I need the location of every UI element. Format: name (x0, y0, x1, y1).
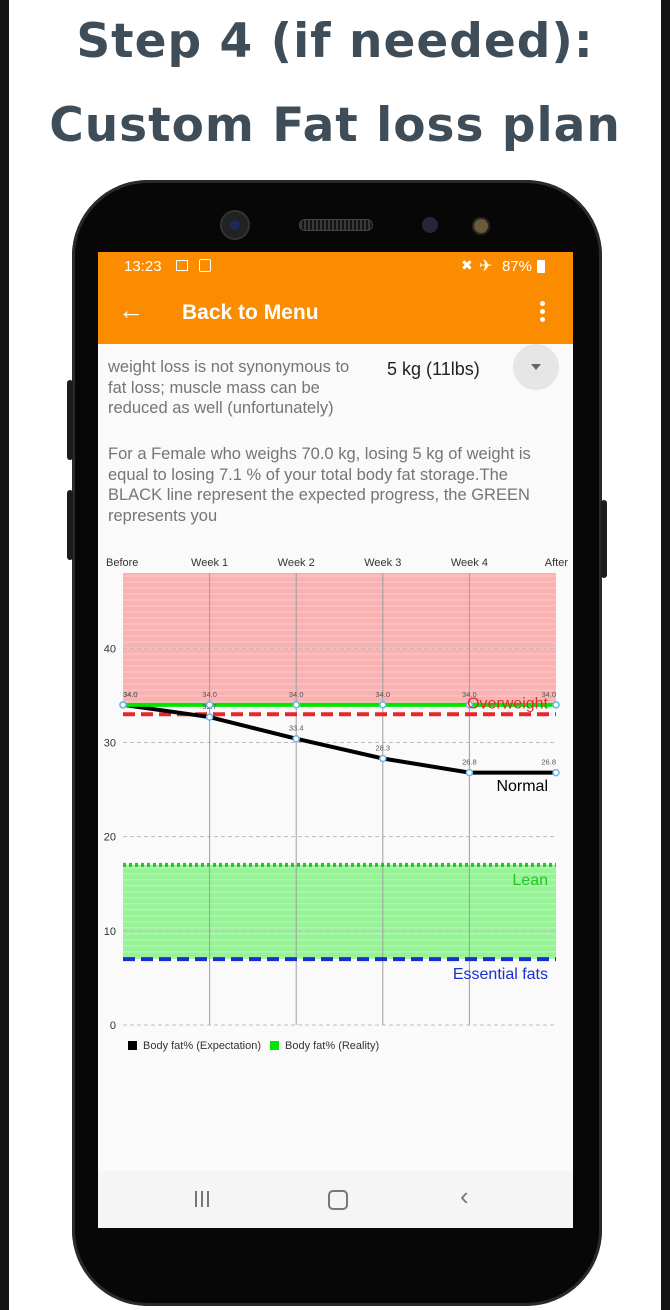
zone-lean (123, 864, 556, 960)
right-edge (661, 0, 670, 1310)
data-point[interactable] (379, 754, 387, 763)
data-point[interactable] (379, 701, 387, 709)
speaker-grill (300, 220, 372, 230)
chevron-down-icon[interactable] (513, 344, 559, 390)
data-point[interactable] (205, 713, 214, 721)
data-label: 34.0 (289, 690, 304, 699)
body-fat-chart[interactable]: 0 10 20 30 40 Before Week 1 Week 2 Week 3 Week 4 A… (98, 344, 573, 1084)
front-camera-icon (222, 212, 248, 238)
description-text: For a Female who weighs 70.0 kg, losing … (108, 445, 531, 525)
y-tick-label: 40 (104, 643, 116, 655)
home-icon[interactable] (328, 1190, 348, 1210)
navigation-bar: ‹ (98, 1171, 573, 1228)
series-line-body-fat-expectation[interactable] (122, 702, 556, 775)
fat-loss-note: weight loss is not synonymous to fat los… (108, 358, 350, 417)
data-point[interactable] (552, 768, 560, 777)
amount-spinner[interactable]: 5 kg (11lbs) (368, 344, 573, 392)
sensor-dot (422, 217, 438, 233)
data-point[interactable] (292, 734, 300, 743)
battery-icon (537, 260, 545, 273)
data-label: 26.8 (541, 758, 556, 767)
x-category-label[interactable]: After (545, 557, 569, 569)
data-label: 34.0 (541, 690, 556, 699)
power-button (601, 500, 607, 578)
airplane-icon: ✈ (479, 258, 493, 275)
zone-label-normal: Normal (496, 778, 548, 795)
y-tick-label: 20 (104, 832, 116, 844)
zone-label-lean: Lean (512, 872, 548, 889)
y-tick-label: 10 (104, 926, 116, 938)
zone-overweight (123, 573, 556, 705)
bixby-button (67, 490, 73, 560)
data-label: 33.4 (289, 724, 304, 733)
phone-screen: 13:23 ✖ ✈ 87% ← Back to Menu weight loss… (98, 252, 573, 1228)
recents-icon[interactable] (195, 1191, 211, 1207)
data-point[interactable] (205, 701, 214, 709)
data-label: 34.0 (123, 690, 138, 699)
app-bar-title[interactable]: Back to Menu (182, 301, 319, 324)
proximity-sensor (472, 217, 490, 235)
caption-line-2: Custom Fat loss plan (49, 98, 621, 153)
volume-button (67, 380, 73, 460)
content-area: weight loss is not synonymous to fat los… (98, 344, 573, 1228)
app-bar: ← Back to Menu (98, 281, 573, 344)
data-point[interactable] (465, 768, 474, 777)
legend-swatch (128, 1041, 137, 1050)
zone-label-essential-fats: Essential fats (453, 966, 548, 983)
data-label: 34.0 (375, 690, 390, 699)
legend-label: Body fat% (Expectation) (143, 1040, 261, 1052)
y-tick-label: 30 (104, 738, 116, 750)
data-label: 34.0 (123, 690, 138, 699)
data-label: 34.0 (462, 690, 477, 699)
x-category-label[interactable]: Week 3 (364, 557, 401, 569)
x-category-label[interactable]: Before (106, 557, 138, 569)
more-vert-icon[interactable] (540, 301, 546, 325)
x-category-label[interactable]: Week 1 (191, 557, 228, 569)
amount-value: 5 kg (11lbs) (387, 359, 480, 379)
back-chevron-icon[interactable]: ‹ (460, 1181, 469, 1211)
data-point[interactable] (119, 701, 127, 709)
mute-icon: ✖ (461, 257, 473, 273)
left-edge (0, 0, 9, 1310)
notification-icon (199, 259, 211, 272)
gallery-icon (176, 260, 188, 271)
x-category-label[interactable]: Week 2 (278, 557, 315, 569)
data-point[interactable] (465, 701, 474, 709)
data-label: 26.8 (462, 758, 477, 767)
data-point[interactable] (552, 701, 560, 709)
zone-label-overweight: Overweight (467, 695, 548, 712)
caption-line-1: Step 4 (if needed): (76, 14, 594, 69)
y-tick-label: 0 (110, 1020, 116, 1032)
data-point[interactable] (292, 701, 300, 709)
legend-label: Body fat% (Reality) (285, 1040, 379, 1052)
status-time: 13:23 (124, 258, 162, 275)
data-label: 28.3 (375, 744, 390, 753)
x-category-label[interactable]: Week 4 (451, 557, 488, 569)
arrow-left-icon[interactable]: ← (118, 295, 144, 325)
status-bar: 13:23 ✖ ✈ 87% (98, 252, 573, 281)
legend-swatch (270, 1041, 279, 1050)
battery-text: 87% (502, 258, 533, 275)
data-label: 34.0 (202, 690, 217, 699)
